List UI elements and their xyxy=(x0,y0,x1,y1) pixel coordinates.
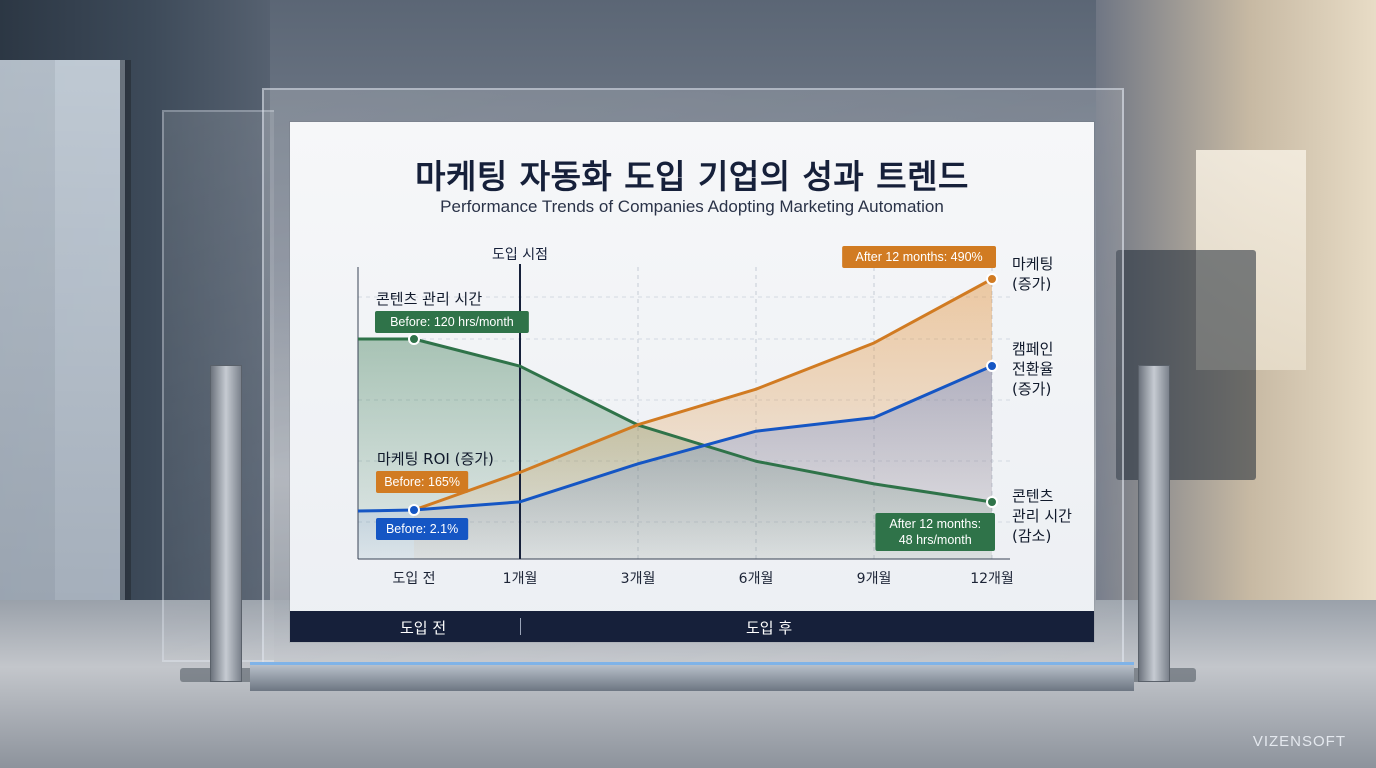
roi-end-badge: After 12 months: 490% xyxy=(855,250,982,264)
content-end-label: 관리 시간 xyxy=(1012,507,1072,525)
chart-board: 마케팅 자동화 도입 기업의 성과 트렌드 Performance Trends… xyxy=(290,122,1094,642)
content-start-badge-bg xyxy=(375,311,529,333)
point-content-start xyxy=(408,333,420,345)
content-start-badge: Before: 120 hrs/month xyxy=(390,315,514,329)
roi-end-label: 마케팅 xyxy=(1012,255,1053,273)
phase-bar: 도입 전 도입 후 xyxy=(290,611,1094,642)
content-end-badge: After 12 months: xyxy=(889,517,981,531)
x-tick-label: 도입 전 xyxy=(392,571,435,587)
background-window-frame xyxy=(55,60,126,600)
phase-after-label: 도입 후 xyxy=(746,619,793,637)
point-content-end xyxy=(986,496,998,508)
roi-end-badge-bg xyxy=(842,246,996,268)
x-tick-label: 6개월 xyxy=(739,571,774,587)
series-line-roi xyxy=(413,277,993,512)
roi-start-title: 마케팅 ROI (증가) xyxy=(377,450,494,468)
content-start-title: 콘텐츠 관리 시간 xyxy=(376,290,482,308)
x-tick-label: 9개월 xyxy=(857,571,892,587)
conversion-start-badge: Before: 2.1% xyxy=(386,522,458,536)
x-tick-label: 1개월 xyxy=(503,571,538,587)
conversion-start-badge-bg xyxy=(376,518,469,540)
adoption-marker-label: 도입 시점 xyxy=(492,247,548,263)
content-end-label: 콘텐츠 xyxy=(1012,487,1054,505)
phase-before-label: 도입 전 xyxy=(400,619,447,637)
roi-start-badge-bg xyxy=(376,471,469,493)
x-tick-label: 12개월 xyxy=(970,571,1014,587)
content-end-badge: 48 hrs/month xyxy=(899,533,972,547)
chart-title: 마케팅 자동화 도입 기업의 성과 트렌드 xyxy=(415,157,969,196)
background-monitor xyxy=(1116,250,1256,480)
roi-start-badge: Before: 165% xyxy=(384,475,460,489)
stand-post-left xyxy=(210,365,242,682)
series-area-conversion xyxy=(358,366,992,559)
conversion-end-label: 전환율 xyxy=(1012,360,1053,378)
stand-post-right xyxy=(1138,365,1170,682)
roi-end-label: (증가) xyxy=(1012,275,1051,293)
content-end-label: (감소) xyxy=(1012,527,1051,545)
conversion-end-label: (증가) xyxy=(1012,380,1051,398)
display-base xyxy=(250,662,1134,691)
phase-divider xyxy=(520,618,521,635)
point-roi-end xyxy=(986,273,998,285)
x-tick-label: 3개월 xyxy=(621,571,656,587)
point-conversion-end xyxy=(986,360,998,372)
brand-watermark: VIZENSOFT xyxy=(1252,733,1346,750)
conversion-end-label: 캠페인 xyxy=(1012,340,1053,358)
content-end-badge-bg xyxy=(875,513,995,551)
chart-subtitle: Performance Trends of Companies Adopting… xyxy=(440,197,944,216)
point-conversion-start xyxy=(408,504,420,516)
